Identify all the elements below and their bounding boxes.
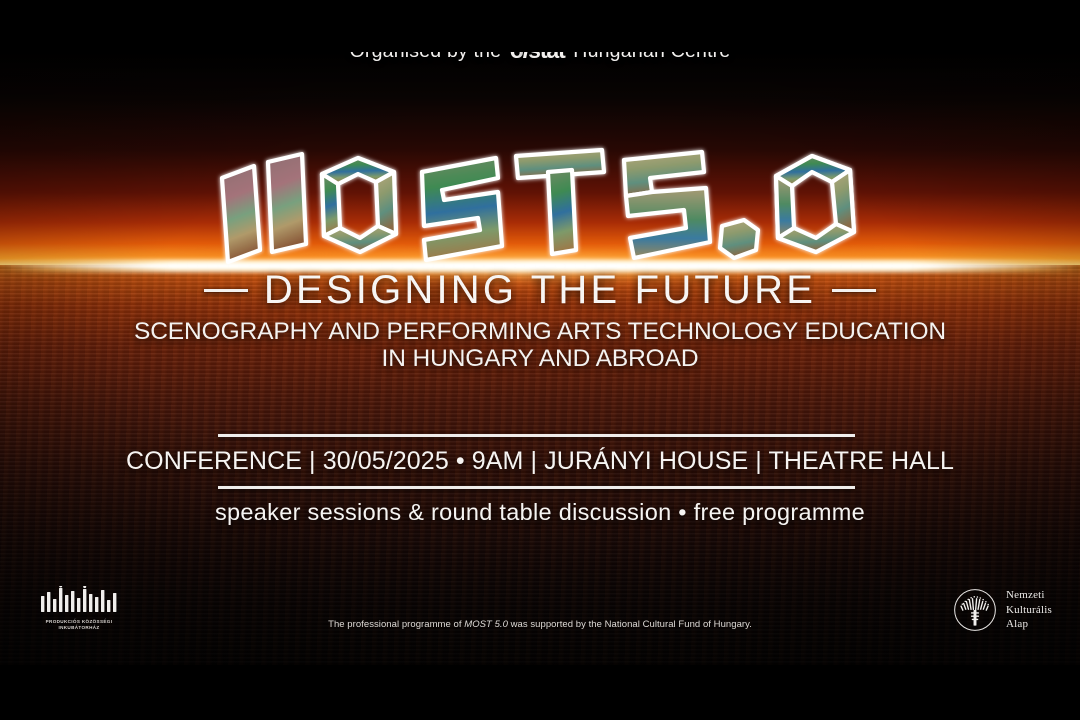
details-rule-top xyxy=(218,434,855,437)
wordmark-letter-0 xyxy=(773,153,857,255)
nka-tree-emblem-icon xyxy=(954,589,996,631)
tagline-text: DESIGNING THE FUTURE xyxy=(263,268,817,312)
footer-note-emphasis: MOST 5.0 xyxy=(464,619,508,630)
wordmark-letter-M xyxy=(219,151,309,265)
logo-juranyi: PRODUKCIÓS KÖZÖSSÉGI INKUBÁTORHÁZ xyxy=(38,586,120,631)
nka-line-1: Nemzeti xyxy=(1006,589,1045,602)
details-rule-bottom xyxy=(218,486,855,489)
nka-wordmark: Nemzeti Kulturális Alap xyxy=(1006,588,1052,632)
subtitle-block: SCENOGRAPHY AND PERFORMING ARTS TECHNOLO… xyxy=(0,318,1080,373)
tagline-row: DESIGNING THE FUTURE xyxy=(0,268,1080,313)
letterbox-bar-top xyxy=(0,0,1080,52)
subtitle-line-1: SCENOGRAPHY AND PERFORMING ARTS TECHNOLO… xyxy=(133,318,947,345)
nka-line-2: Kulturális xyxy=(1006,603,1052,616)
footer-note-after: was supported by the National Cultural F… xyxy=(507,619,752,630)
juranyi-subtitle: PRODUKCIÓS KÖZÖSSÉGI INKUBÁTORHÁZ xyxy=(38,619,120,631)
tagline-rule-left xyxy=(203,289,248,292)
tagline-rule-right xyxy=(832,289,877,292)
conference-details: CONFERENCE | 30/05/2025 • 9AM | JURÁNYI … xyxy=(126,447,954,475)
footer-support-note: The professional programme of MOST 5.0 w… xyxy=(0,619,1080,630)
programme-line: speaker sessions & round table discussio… xyxy=(215,499,865,525)
wordmark-letter-T xyxy=(513,147,607,257)
wordmark-letter-5 xyxy=(621,149,713,261)
wordmark-letter-S xyxy=(419,155,505,263)
most-wordmark xyxy=(0,138,1080,268)
wordmark-letter-dot xyxy=(717,217,761,261)
juranyi-sub-line-2: INKUBÁTORHÁZ xyxy=(58,625,100,631)
nka-line-3: Alap xyxy=(1006,618,1029,631)
footer-note-before: The professional programme of xyxy=(328,619,465,630)
logo-nka: Nemzeti Kulturális Alap xyxy=(953,588,1052,632)
subtitle-line-2: IN HUNGARY AND ABROAD xyxy=(381,345,699,373)
wordmark-letter-O xyxy=(319,155,399,255)
letterbox-bar-bottom xyxy=(0,665,1080,720)
juranyi-mark-icon xyxy=(41,586,117,612)
